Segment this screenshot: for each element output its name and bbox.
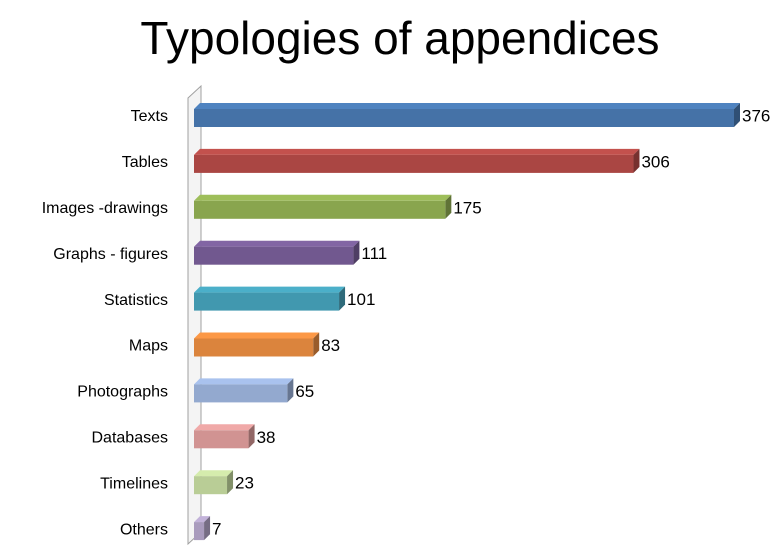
bar-side	[353, 240, 360, 265]
value-label: 65	[295, 382, 314, 401]
y-tick-label: Databases	[92, 430, 169, 447]
value-label: 376	[742, 106, 770, 125]
value-label: 101	[347, 290, 375, 309]
bar-top	[194, 240, 360, 247]
y-tick-label: Photographs	[77, 384, 168, 401]
bar-top	[194, 148, 640, 155]
bar-side	[734, 103, 740, 127]
bar-top	[194, 424, 255, 431]
bar-side	[287, 378, 294, 403]
bar-top	[194, 378, 294, 385]
value-label: 175	[453, 198, 481, 217]
value-label: 23	[235, 474, 254, 493]
bar	[194, 384, 288, 403]
bar-top	[194, 103, 740, 109]
y-tick-label: Maps	[129, 338, 168, 355]
y-tick-label: Statistics	[104, 292, 168, 309]
bar-side	[313, 332, 320, 357]
value-label: 7	[212, 520, 221, 539]
bar	[194, 109, 734, 127]
value-label: 83	[321, 336, 340, 355]
bar-side	[204, 516, 211, 541]
bar-top	[194, 194, 452, 201]
y-tick-label: Tables	[122, 154, 168, 171]
bar	[194, 246, 354, 265]
y-tick-label: Texts	[131, 108, 168, 125]
y-tick-label: Timelines	[100, 475, 168, 492]
bar-side	[339, 286, 346, 311]
bar	[194, 338, 314, 357]
chart-title: Typologies of appendices	[140, 12, 659, 64]
bar	[194, 476, 228, 495]
bar-top	[194, 286, 346, 293]
value-label: 38	[257, 428, 276, 447]
bar	[194, 200, 446, 219]
bar	[194, 430, 249, 449]
bar-top	[194, 470, 234, 477]
bar-side	[633, 148, 640, 173]
bar-top	[194, 332, 320, 339]
bar-top	[194, 516, 211, 523]
bar	[194, 154, 634, 173]
y-tick-label: Graphs - figures	[53, 246, 168, 263]
y-tick-label: Others	[120, 521, 168, 538]
bar-side	[227, 470, 234, 495]
bar	[194, 522, 205, 541]
bar	[194, 292, 340, 311]
bar-side	[248, 424, 255, 449]
value-label: 111	[361, 244, 387, 263]
value-label: 306	[641, 152, 669, 171]
y-tick-label: Images -drawings	[42, 200, 168, 217]
bar-side	[445, 194, 452, 219]
